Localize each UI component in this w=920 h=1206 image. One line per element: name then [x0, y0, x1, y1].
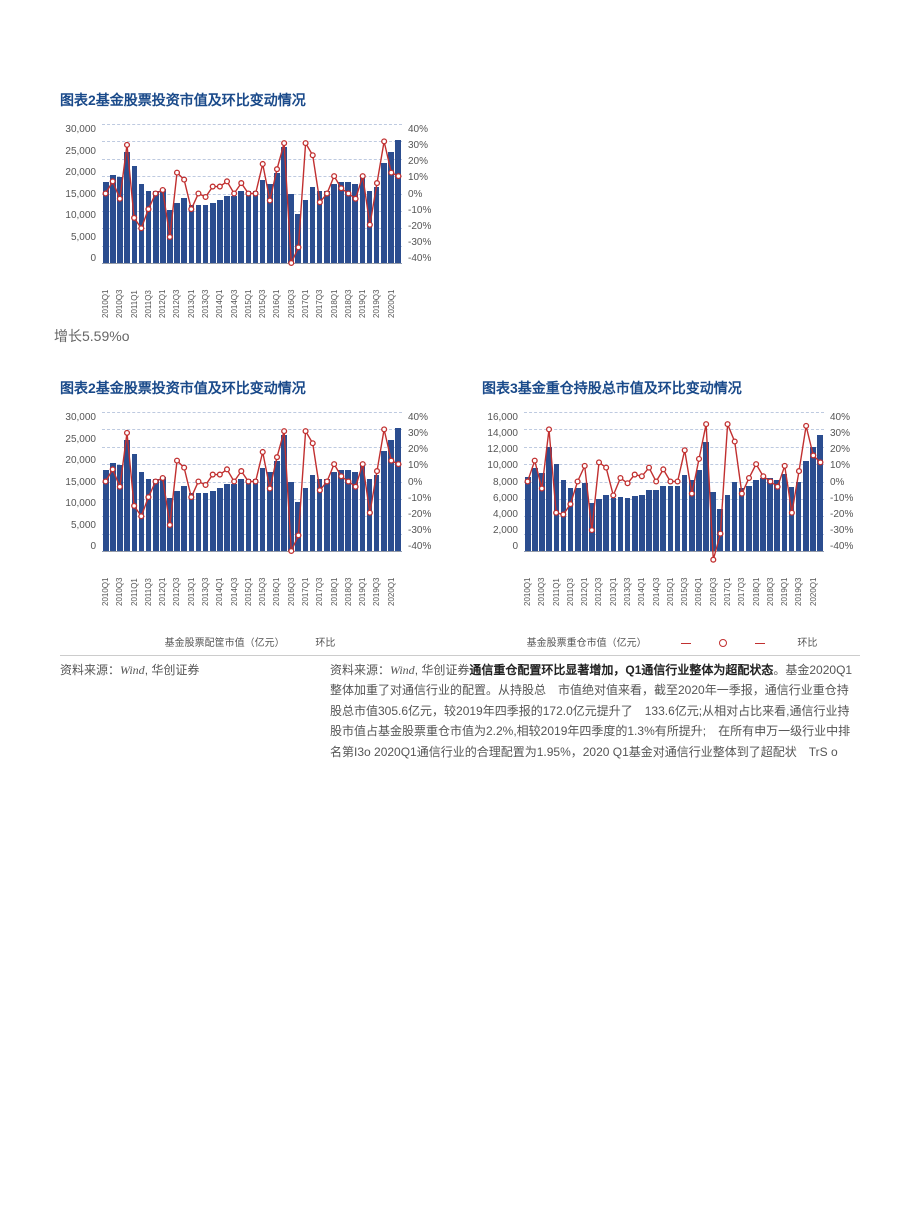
growth-text: 增长5.59%o — [54, 326, 860, 346]
chart-2-box: 30,00025,00020,00015,00010,0005,0000 40%… — [60, 124, 440, 304]
chart-3-title: 图表3基金重仓持股总市值及环比变动情况 — [482, 378, 862, 398]
chart-2-plot — [102, 124, 402, 264]
source-left: 资料来源：Wind, 华创证券 — [60, 660, 290, 762]
source-right: 资料来源：Wind, 华创证券通信重仓配置环比显著增加，Q1通信行业整体为超配状… — [330, 660, 860, 762]
chart-3-legend: 基金股票重仓市值（亿元） 环比 — [482, 634, 862, 649]
source-row: 资料来源：Wind, 华创证券 资料来源：Wind, 华创证券通信重仓配置环比显… — [60, 655, 860, 762]
chart-2b-box: 30,00025,00020,00015,00010,0005,0000 40%… — [60, 412, 440, 592]
chart-2-bottom: 图表2基金股票投资市值及环比变动情况 30,00025,00020,00015,… — [60, 348, 440, 649]
chart-2-top: 图表2基金股票投资市值及环比变动情况 30,00025,00020,00015,… — [60, 60, 440, 304]
chart-2-legend: 基金股票配筐市值（亿元） 环比 — [60, 634, 440, 649]
chart-2-y-left: 30,00025,00020,00015,00010,0005,0000 — [60, 124, 100, 264]
chart-3: 图表3基金重仓持股总市值及环比变动情况 16,00014,00012,00010… — [482, 348, 862, 649]
chart-2-line — [102, 124, 402, 263]
chart-2-title-b: 图表2基金股票投资市值及环比变动情况 — [60, 378, 440, 398]
chart-2-x-labels: 2010Q12010Q32011Q12011Q32012Q12012Q32013… — [102, 268, 402, 318]
chart-2-y-right: 40%30%20%10%0%-10%-20%-30%-40% — [404, 124, 440, 264]
chart-2-title: 图表2基金股票投资市值及环比变动情况 — [60, 90, 440, 110]
two-column-row: 图表2基金股票投资市值及环比变动情况 30,00025,00020,00015,… — [60, 348, 860, 649]
chart-3-box: 16,00014,00012,00010,0008,0006,0004,0002… — [482, 412, 862, 592]
